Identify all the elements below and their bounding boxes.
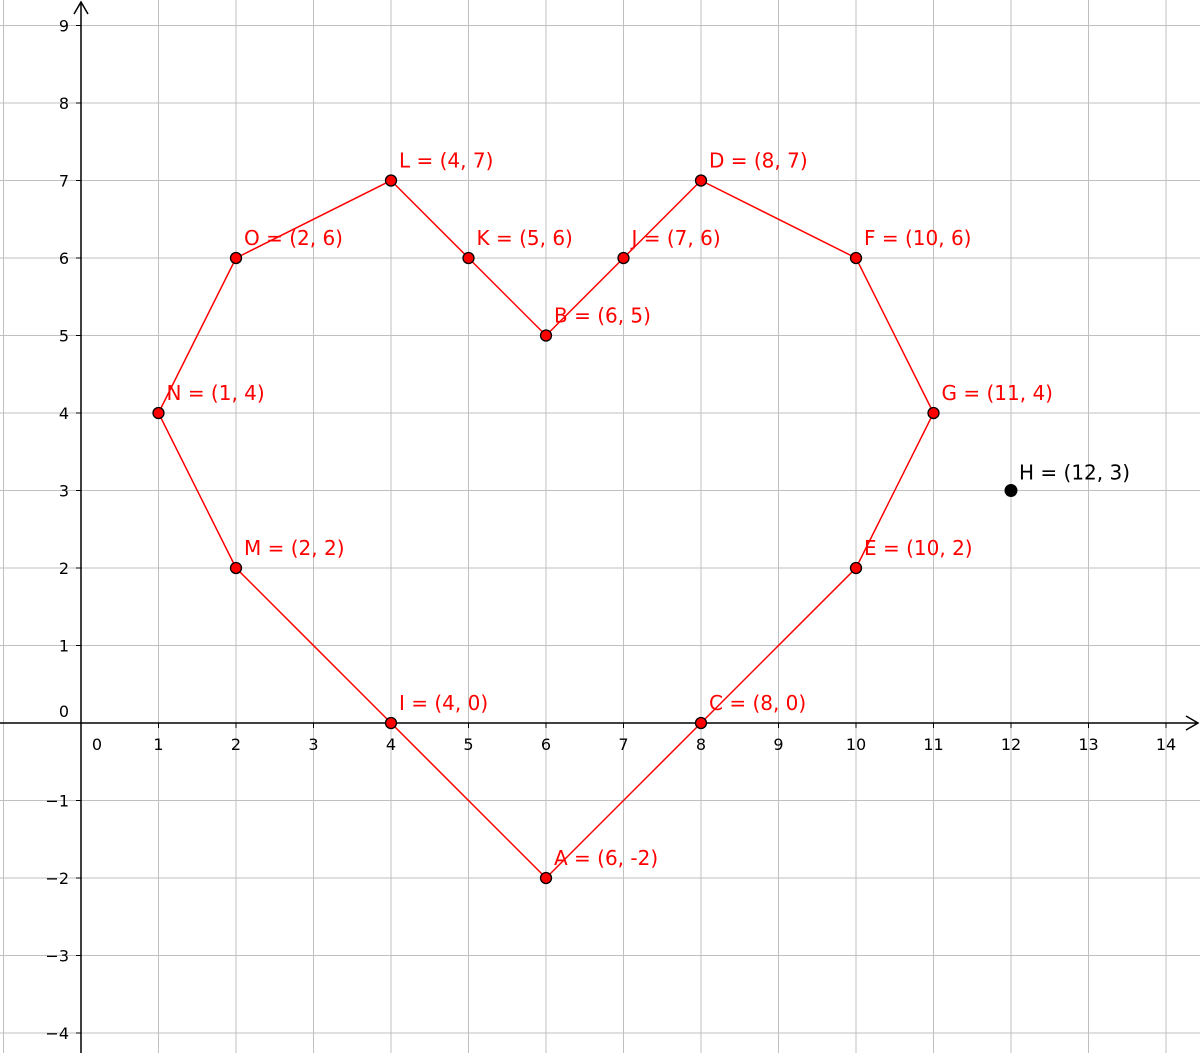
label-j: J = (7, 6) (630, 226, 721, 250)
point-n[interactable] (152, 406, 165, 420)
x-tick-label: 0 (92, 735, 102, 754)
y-tick-label: −1 (45, 792, 69, 811)
x-tick-label: 14 (1156, 735, 1176, 754)
y-tick-label: 6 (59, 249, 69, 268)
point-f[interactable] (849, 251, 863, 265)
point-c[interactable] (694, 716, 708, 730)
y-tick-label: −2 (45, 869, 69, 888)
x-tick-label: 4 (386, 735, 396, 754)
label-g: G = (11, 4) (942, 381, 1053, 405)
point-g[interactable] (927, 406, 940, 420)
y-tick-label: 9 (59, 17, 69, 36)
label-d: D = (8, 7) (709, 149, 808, 173)
label-k: K = (5, 6) (477, 226, 573, 250)
label-b: B = (6, 5) (554, 304, 651, 328)
y-tick-label: 3 (59, 482, 69, 501)
point-d[interactable] (694, 174, 708, 187)
y-tick-label: 0 (59, 702, 69, 721)
x-tick-label: 10 (846, 735, 866, 754)
label-h: H = (12, 3) (1019, 461, 1130, 485)
label-a: A = (6, -2) (554, 846, 658, 870)
x-axis-arrow (1185, 715, 1200, 731)
point-k[interactable] (462, 251, 475, 265)
label-f: F = (10, 6) (864, 226, 971, 250)
y-tick-label: −4 (45, 1024, 69, 1043)
x-tick-label: 12 (1001, 735, 1021, 754)
label-o: O = (2, 6) (244, 226, 343, 250)
point-m[interactable] (229, 561, 243, 575)
point-b[interactable] (539, 329, 553, 342)
x-tick-label: 1 (153, 735, 163, 754)
label-l: L = (4, 7) (399, 149, 493, 173)
point-a[interactable] (539, 871, 553, 885)
label-m: M = (2, 2) (244, 536, 345, 560)
y-tick-label: −3 (45, 947, 69, 966)
x-tick-label: 13 (1078, 735, 1098, 754)
y-tick-label: 2 (59, 559, 69, 578)
label-i: I = (4, 0) (399, 691, 488, 715)
point-e[interactable] (849, 561, 863, 575)
point-i[interactable] (384, 716, 398, 730)
y-tick-label: 5 (59, 327, 69, 346)
point-l[interactable] (384, 174, 398, 187)
x-tick-label: 8 (696, 735, 706, 754)
label-c: C = (8, 0) (709, 691, 806, 715)
x-tick-label: 11 (923, 735, 943, 754)
y-tick-label: 1 (59, 637, 69, 656)
label-e: E = (10, 2) (864, 536, 973, 560)
point-o[interactable] (229, 251, 243, 265)
label-n: N = (1, 4) (167, 381, 265, 405)
x-tick-label: 3 (308, 735, 318, 754)
x-tick-label: 2 (231, 735, 241, 754)
y-tick-label: 7 (59, 172, 69, 191)
x-tick-label: 6 (541, 735, 551, 754)
x-tick-label: 5 (463, 735, 473, 754)
y-axis-arrow (73, 0, 89, 15)
point-j[interactable] (617, 251, 630, 265)
point-labels: A = (6, -2) C = (8, 0) E = (10, 2) G = (11,… (167, 149, 1131, 871)
point-h[interactable] (1004, 484, 1018, 497)
points (152, 174, 1018, 885)
y-tick-label: 8 (59, 94, 69, 113)
y-tick-label: 4 (59, 404, 69, 423)
x-tick-label: 7 (618, 735, 628, 754)
x-tick-label: 9 (773, 735, 783, 754)
